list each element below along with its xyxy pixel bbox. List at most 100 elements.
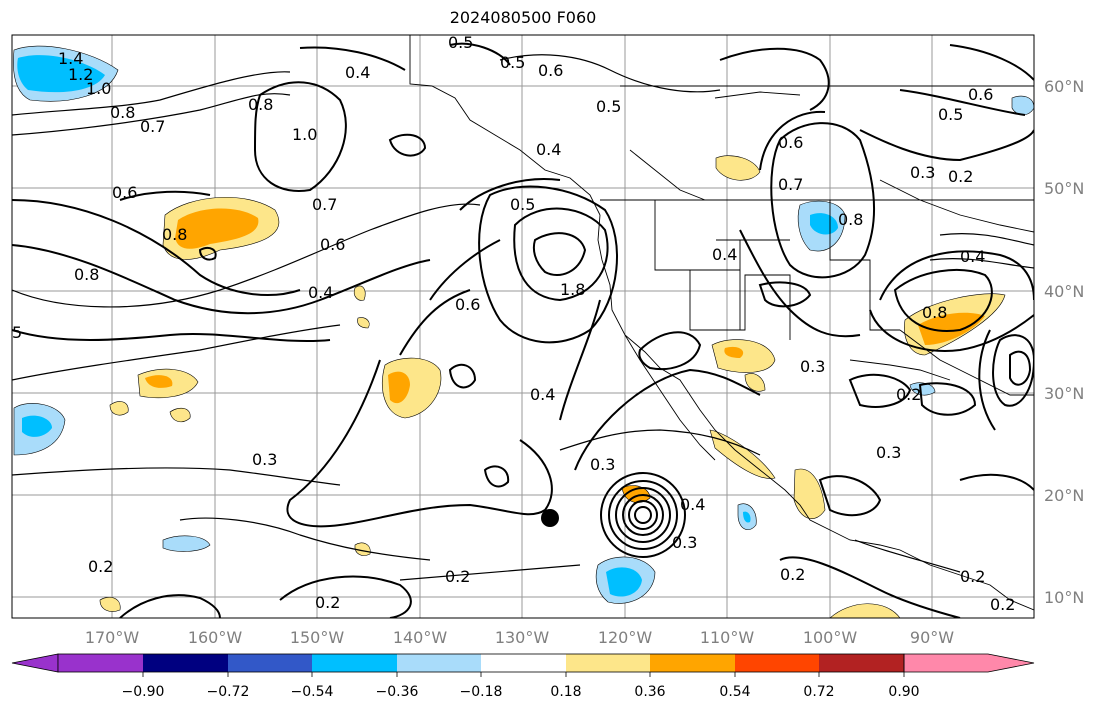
colorbar-segment: [58, 654, 143, 672]
contour-label: 0.3: [910, 163, 935, 182]
colorbar-label: 0.18: [550, 684, 581, 700]
contour-label: 0.4: [345, 63, 370, 82]
contour-label: 0.4: [960, 247, 985, 266]
thin-contours: [12, 54, 1034, 581]
lat-tick: 60°N: [1044, 77, 1084, 96]
colorbar-label: −0.54: [291, 684, 334, 700]
colorbar-label: 0.90: [888, 684, 919, 700]
contour-label: 0.2: [960, 567, 985, 586]
lon-tick: 90°W: [910, 628, 954, 647]
lon-tick: 110°W: [700, 628, 755, 647]
contour-label: 1.2: [68, 65, 93, 84]
colorbar-label: 0.72: [803, 684, 834, 700]
lat-tick: 40°N: [1044, 282, 1084, 301]
contour-label: 0.8: [838, 210, 863, 229]
contour-label: 0.6: [455, 295, 480, 314]
colorbar-extend-right: [903, 653, 1035, 673]
contour-label: 0.4: [536, 140, 561, 159]
contour-label: 0.7: [140, 117, 165, 136]
yellow-small-4: [357, 317, 370, 329]
contour-label: 0.7: [312, 195, 337, 214]
contour-label: 0.4: [308, 283, 333, 302]
colorbar-segment: [566, 654, 650, 672]
colorbar-segment: [819, 654, 904, 672]
lon-tick: 120°W: [598, 628, 653, 647]
colorbar-segment: [481, 654, 566, 672]
contour-label: 1.0: [292, 125, 317, 144]
contour-label: 0.8: [248, 95, 273, 114]
latitude-ticks: 60°N 50°N 40°N 30°N 20°N 10°N: [1044, 77, 1084, 607]
colorbar-label: −0.72: [207, 684, 250, 700]
blue-fill-east: [909, 382, 936, 396]
colorbar-segment: [228, 654, 312, 672]
contour-label: 0.3: [252, 450, 277, 469]
contour-label: 0.8: [162, 225, 187, 244]
orange-fill-east: [918, 312, 985, 345]
map-frame: [11, 34, 1035, 619]
contour-label: 0.8: [922, 303, 947, 322]
contour-label: 0.2: [315, 593, 340, 612]
colorbar: −0.90 −0.72 −0.54 −0.36 −0.18 0.18 0.36 …: [11, 653, 1035, 700]
thick-contours: [12, 42, 1034, 618]
contour-label: 0.5: [448, 33, 473, 52]
contour-label: 0.5: [938, 105, 963, 124]
blue-fill-mexico-core: [743, 511, 751, 523]
yellow-small-south2: [354, 542, 371, 556]
colorbar-extend-left: [11, 653, 59, 673]
blue-fill-plains-core: [810, 213, 838, 235]
lat-tick: 30°N: [1044, 384, 1084, 403]
yellow-small-1: [109, 401, 129, 416]
lon-tick: 140°W: [393, 628, 448, 647]
lat-tick: 50°N: [1044, 179, 1084, 198]
blue-fill-west-core: [22, 415, 52, 437]
orange-fill-mid-core: [388, 371, 410, 404]
colorbar-label: −0.18: [460, 684, 503, 700]
lon-tick: 100°W: [803, 628, 858, 647]
contour-label: 0.5: [500, 53, 525, 72]
contour-label: 1.0: [86, 79, 111, 98]
contour-label: 0.2: [780, 565, 805, 584]
contour-label: 0.2: [948, 167, 973, 186]
colorbar-segment: [397, 654, 481, 672]
contour-label: 0.6: [778, 133, 803, 152]
contour-label: 0.6: [320, 235, 345, 254]
yellow-fill-southwest-2: [744, 373, 766, 392]
contour-label: 0.3: [876, 443, 901, 462]
lon-tick: 150°W: [290, 628, 345, 647]
lon-tick: 170°W: [85, 628, 140, 647]
lon-tick: 130°W: [495, 628, 550, 647]
orange-fill-west: [145, 375, 173, 388]
colorbar-segment: [143, 654, 228, 672]
contour-label: 0.3: [672, 533, 697, 552]
yellow-fill-mexico: [793, 468, 826, 519]
shaded-fills: [13, 45, 1034, 618]
contour-label: 0.2: [445, 567, 470, 586]
blue-fill-ne: [1011, 95, 1034, 116]
yellow-small-2: [169, 407, 191, 423]
colorbar-label: −0.36: [376, 684, 419, 700]
contour-label: 0.3: [590, 455, 615, 474]
colorbar-label: 0.54: [719, 684, 750, 700]
contour-label: 0.8: [110, 103, 135, 122]
blue-fill-hurricane-core: [606, 567, 642, 597]
colorbar-label: 0.36: [634, 684, 665, 700]
contour-label: 0.7: [778, 175, 803, 194]
contour-label: 1.8: [560, 280, 585, 299]
contour-label: 0.4: [712, 245, 737, 264]
blue-fill-nw-core: [17, 55, 105, 93]
contour-label: 0.2: [88, 557, 113, 576]
contour-label: 5: [12, 323, 22, 342]
yellow-fill-se: [829, 603, 901, 618]
yellow-small-3: [353, 285, 366, 301]
contour-label: 0.6: [968, 85, 993, 104]
storm-center-dot: [541, 509, 559, 527]
contour-label: 0.5: [596, 97, 621, 116]
contour-label: 0.6: [112, 183, 137, 202]
orange-fill-aleutian-core: [175, 208, 259, 249]
map-title: 2024080500 F060: [449, 8, 597, 27]
colorbar-segment: [650, 654, 735, 672]
contour-label: 0.3: [800, 357, 825, 376]
contour-label: 0.2: [896, 385, 921, 404]
contour-label: 0.4: [530, 385, 555, 404]
